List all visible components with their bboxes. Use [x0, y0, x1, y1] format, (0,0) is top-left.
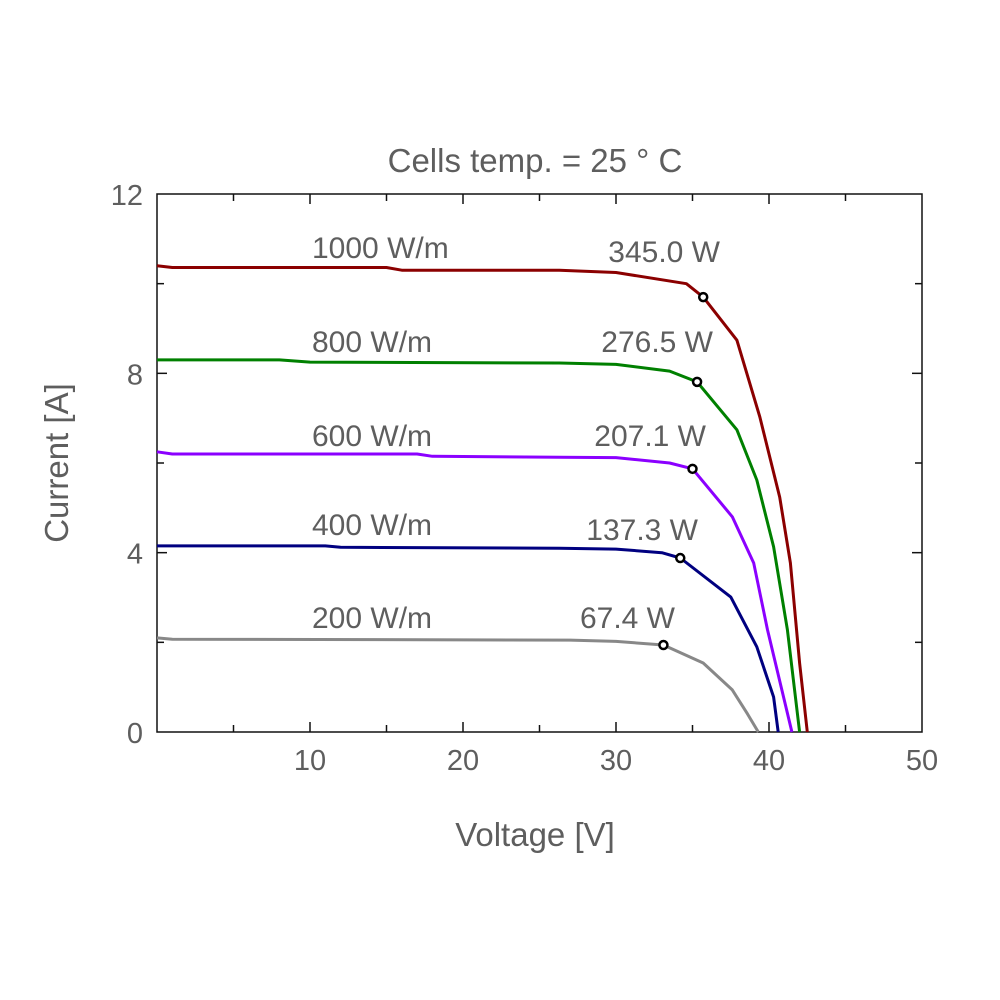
irradiance-label: 1000 W/m — [312, 232, 449, 265]
plot-frame — [156, 193, 923, 733]
mpp-marker — [687, 463, 698, 475]
series-group: 1000 W/m 345.0 W 800 W/m 276.5 W 600 W/m 207.… — [156, 232, 809, 733]
mpp-marker — [691, 376, 703, 388]
iv-curve-line — [157, 358, 802, 733]
y-tick-label: 8 — [127, 359, 143, 391]
axes: 10 20 30 40 50 0 4 8 12 — [111, 180, 938, 777]
mpp-marker — [658, 639, 669, 651]
mpp-power-label: 276.5 W — [601, 326, 713, 359]
iv-curve-line — [157, 544, 780, 733]
mpp-marker — [697, 291, 709, 303]
mpp-power-label: 67.4 W — [580, 602, 676, 635]
irradiance-label: 400 W/m — [312, 509, 432, 542]
x-tick-label: 40 — [753, 745, 785, 777]
mpp-power-label: 137.3 W — [586, 514, 698, 547]
x-tick-label: 20 — [447, 745, 479, 777]
x-tick-label: 10 — [294, 745, 326, 777]
x-tick-label: 30 — [600, 745, 632, 777]
irradiance-label: 600 W/m — [312, 420, 432, 453]
x-axis-label: Voltage [V] — [455, 816, 615, 853]
iv-curve-line — [156, 450, 794, 733]
mpp-power-label: 207.1 W — [594, 420, 706, 453]
irradiance-label: 200 W/m — [312, 602, 432, 635]
y-tick-label: 12 — [111, 180, 143, 212]
chart-title: Cells temp. = 25 ° C — [388, 142, 683, 179]
iv-curve-line — [156, 264, 809, 733]
iv-curve-line — [156, 636, 760, 733]
mpp-power-label: 345.0 W — [608, 236, 720, 269]
irradiance-label: 800 W/m — [312, 326, 432, 359]
x-tick-label: 50 — [906, 745, 938, 777]
y-tick-label: 4 — [127, 539, 143, 571]
y-axis-label: Current [A] — [38, 383, 75, 543]
y-tick-label: 0 — [127, 718, 143, 750]
mpp-marker — [675, 552, 686, 564]
